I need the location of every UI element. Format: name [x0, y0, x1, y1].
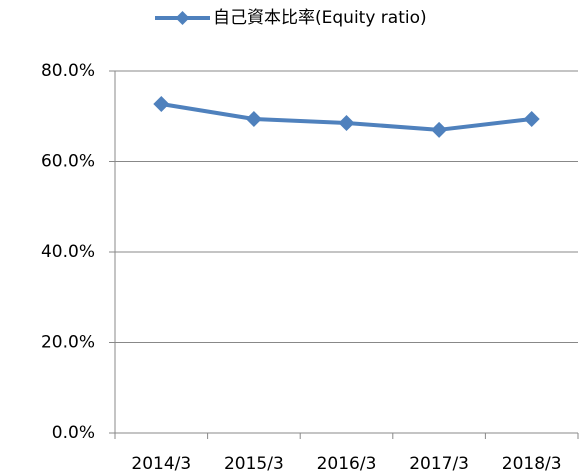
y-tick-label: 60.0%: [41, 152, 95, 172]
legend-label: 自己資本比率(Equity ratio): [213, 8, 427, 28]
x-tick-label: 2015/3: [224, 454, 284, 474]
x-tick-label: 2018/3: [502, 454, 562, 474]
data-point: [338, 115, 355, 132]
data-point: [153, 96, 170, 113]
data-point: [431, 121, 448, 138]
data-point: [523, 110, 540, 127]
y-tick-label: 20.0%: [41, 333, 95, 353]
x-tick-label: 2017/3: [409, 454, 469, 474]
legend-marker: [175, 11, 190, 25]
x-tick-label: 2014/3: [131, 454, 191, 474]
data-point: [245, 110, 262, 127]
y-tick-label: 40.0%: [41, 242, 95, 262]
y-tick-label: 80.0%: [41, 61, 95, 81]
y-tick-label: 0.0%: [52, 423, 95, 443]
x-tick-label: 2016/3: [317, 454, 377, 474]
